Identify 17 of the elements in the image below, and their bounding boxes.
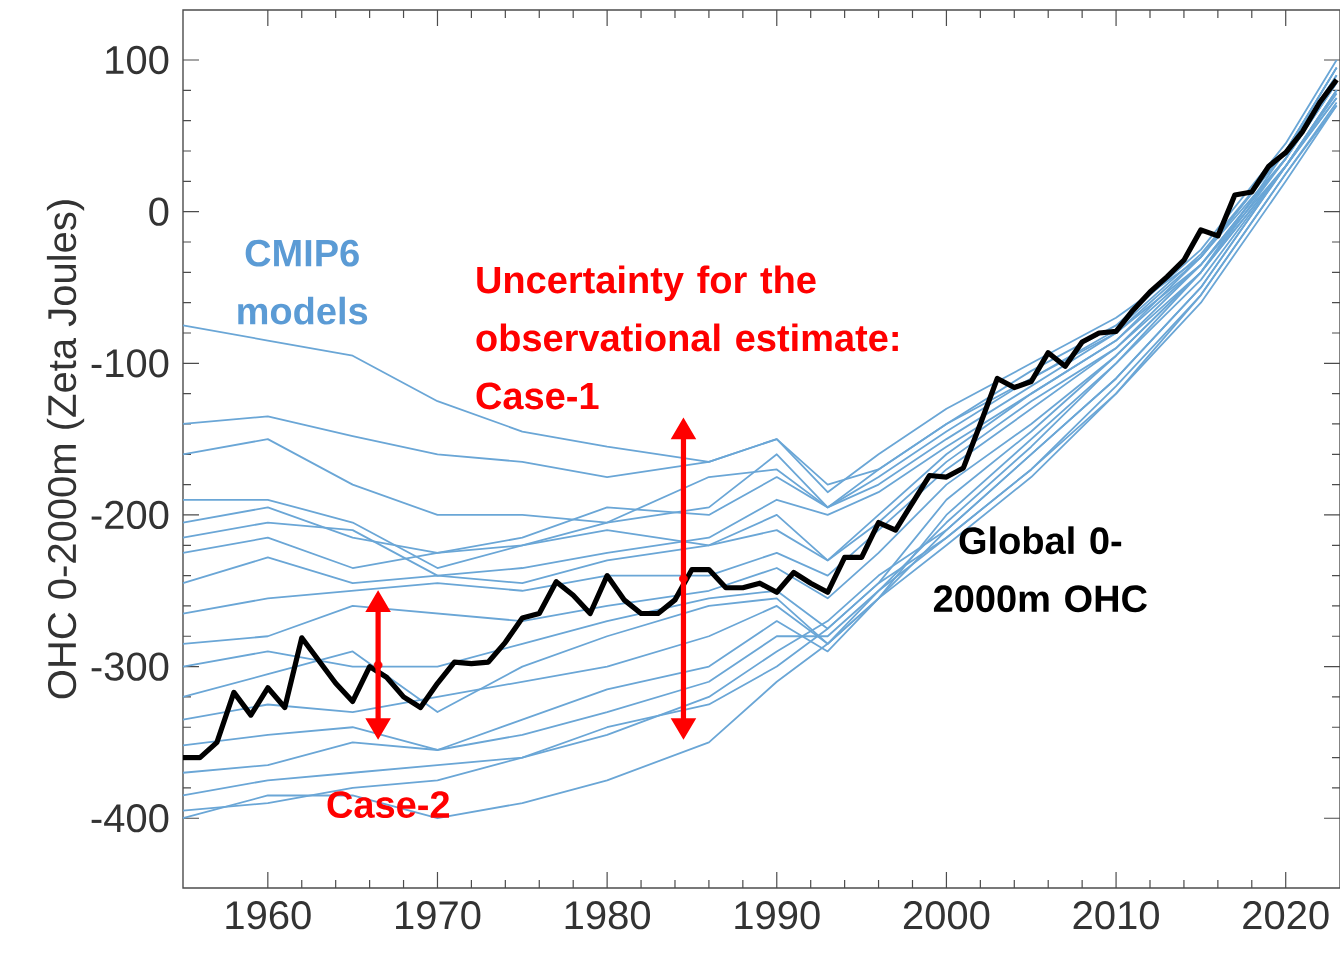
y-tick-label: 0 xyxy=(149,197,169,226)
y-tick-label: -200 xyxy=(91,500,169,530)
annotation: Global 0-2000m OHC xyxy=(933,526,1147,613)
annotation: Uncertainty for the observational estimate: Case-1 xyxy=(476,265,898,410)
x-tick-label: 1970 xyxy=(396,901,481,930)
annotation: CMIP6 models xyxy=(238,239,368,325)
x-tick-label: 2000 xyxy=(903,901,990,930)
x-tick-label: 1990 xyxy=(735,901,820,930)
y-axis-title: OHC 0-2000m (Zeta Joules) xyxy=(46,200,85,699)
y-tick-label: -300 xyxy=(91,652,169,681)
y-tick-label: -400 xyxy=(91,804,169,833)
x-tick-label: 1980 xyxy=(565,901,651,930)
x-tick-label: 1960 xyxy=(226,901,311,930)
y-tick-label: 100 xyxy=(106,45,169,75)
x-tick-label: 2020 xyxy=(1243,901,1329,930)
y-tick-label: -100 xyxy=(91,349,169,378)
x-tick-label: 2010 xyxy=(1073,901,1159,930)
